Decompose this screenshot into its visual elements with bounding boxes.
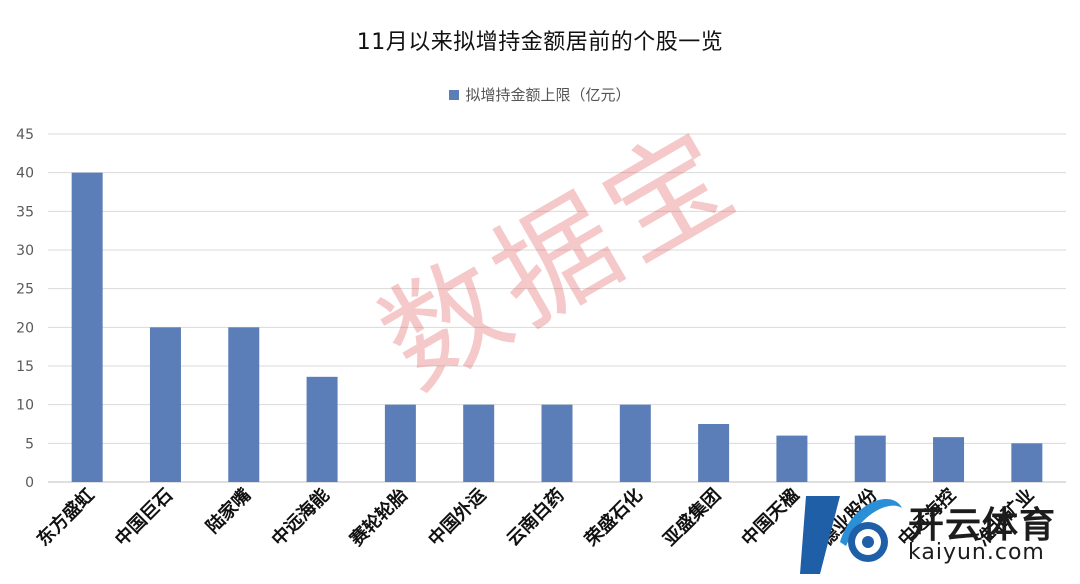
bar — [149, 327, 181, 482]
chart-title: 11月以来拟增持金额居前的个股一览 — [356, 30, 724, 55]
y-tick-label: 5 — [25, 436, 34, 452]
x-axis-labels: 东方盛虹 中国巨石 陆家嘴 中远海能 赛轮轮胎 中国外运 云南白药 荣盛石化 亚盛集团 中国天楹德… — [32, 483, 1038, 551]
y-tick-label: 20 — [16, 320, 34, 336]
bar — [384, 404, 416, 482]
category-label: 亚盛集团 — [659, 484, 725, 550]
bar — [463, 404, 495, 482]
bar — [306, 376, 338, 482]
y-tick-label: 40 — [16, 166, 34, 182]
category-label: 赛轮轮胎 — [345, 484, 412, 551]
y-tick-label: 10 — [16, 398, 34, 414]
y-tick-label: 0 — [25, 475, 34, 491]
category-label: 中远海控 — [894, 484, 960, 550]
bar — [1011, 443, 1043, 482]
category-label: 荣盛石化 — [580, 484, 647, 551]
bar — [71, 172, 103, 482]
category-label: 淮北矿业 — [972, 484, 1038, 550]
y-tick-label: 30 — [16, 243, 34, 259]
category-label: 东方盛虹 — [32, 484, 98, 550]
category-label: 中远海能 — [267, 484, 333, 550]
legend-label: 拟增持金额上限（亿元） — [465, 86, 631, 104]
legend-swatch — [449, 89, 460, 100]
bar — [541, 404, 573, 482]
category-label: 云南白药 — [502, 484, 568, 550]
bar — [933, 437, 965, 482]
category-label: 德业股份 — [815, 483, 882, 550]
y-tick-label: 25 — [16, 282, 34, 298]
bar — [619, 404, 651, 482]
y-tick-label: 15 — [16, 359, 34, 375]
bar — [776, 435, 808, 482]
bar — [228, 327, 260, 482]
y-axis-ticks: 0 5 10 15 20 25 30 35 40 45 — [16, 127, 34, 491]
category-label: 中国天楹 — [737, 484, 803, 550]
y-tick-label: 45 — [16, 127, 34, 143]
y-tick-label: 35 — [16, 204, 34, 220]
legend: 拟增持金额上限（亿元） — [0, 84, 1080, 105]
category-label: 中国巨石 — [111, 484, 177, 550]
category-label: 中国外运 — [424, 484, 490, 550]
category-label: 陆家嘴 — [202, 484, 256, 538]
bars — [71, 172, 1043, 482]
bar — [698, 424, 730, 482]
bar — [854, 435, 886, 482]
